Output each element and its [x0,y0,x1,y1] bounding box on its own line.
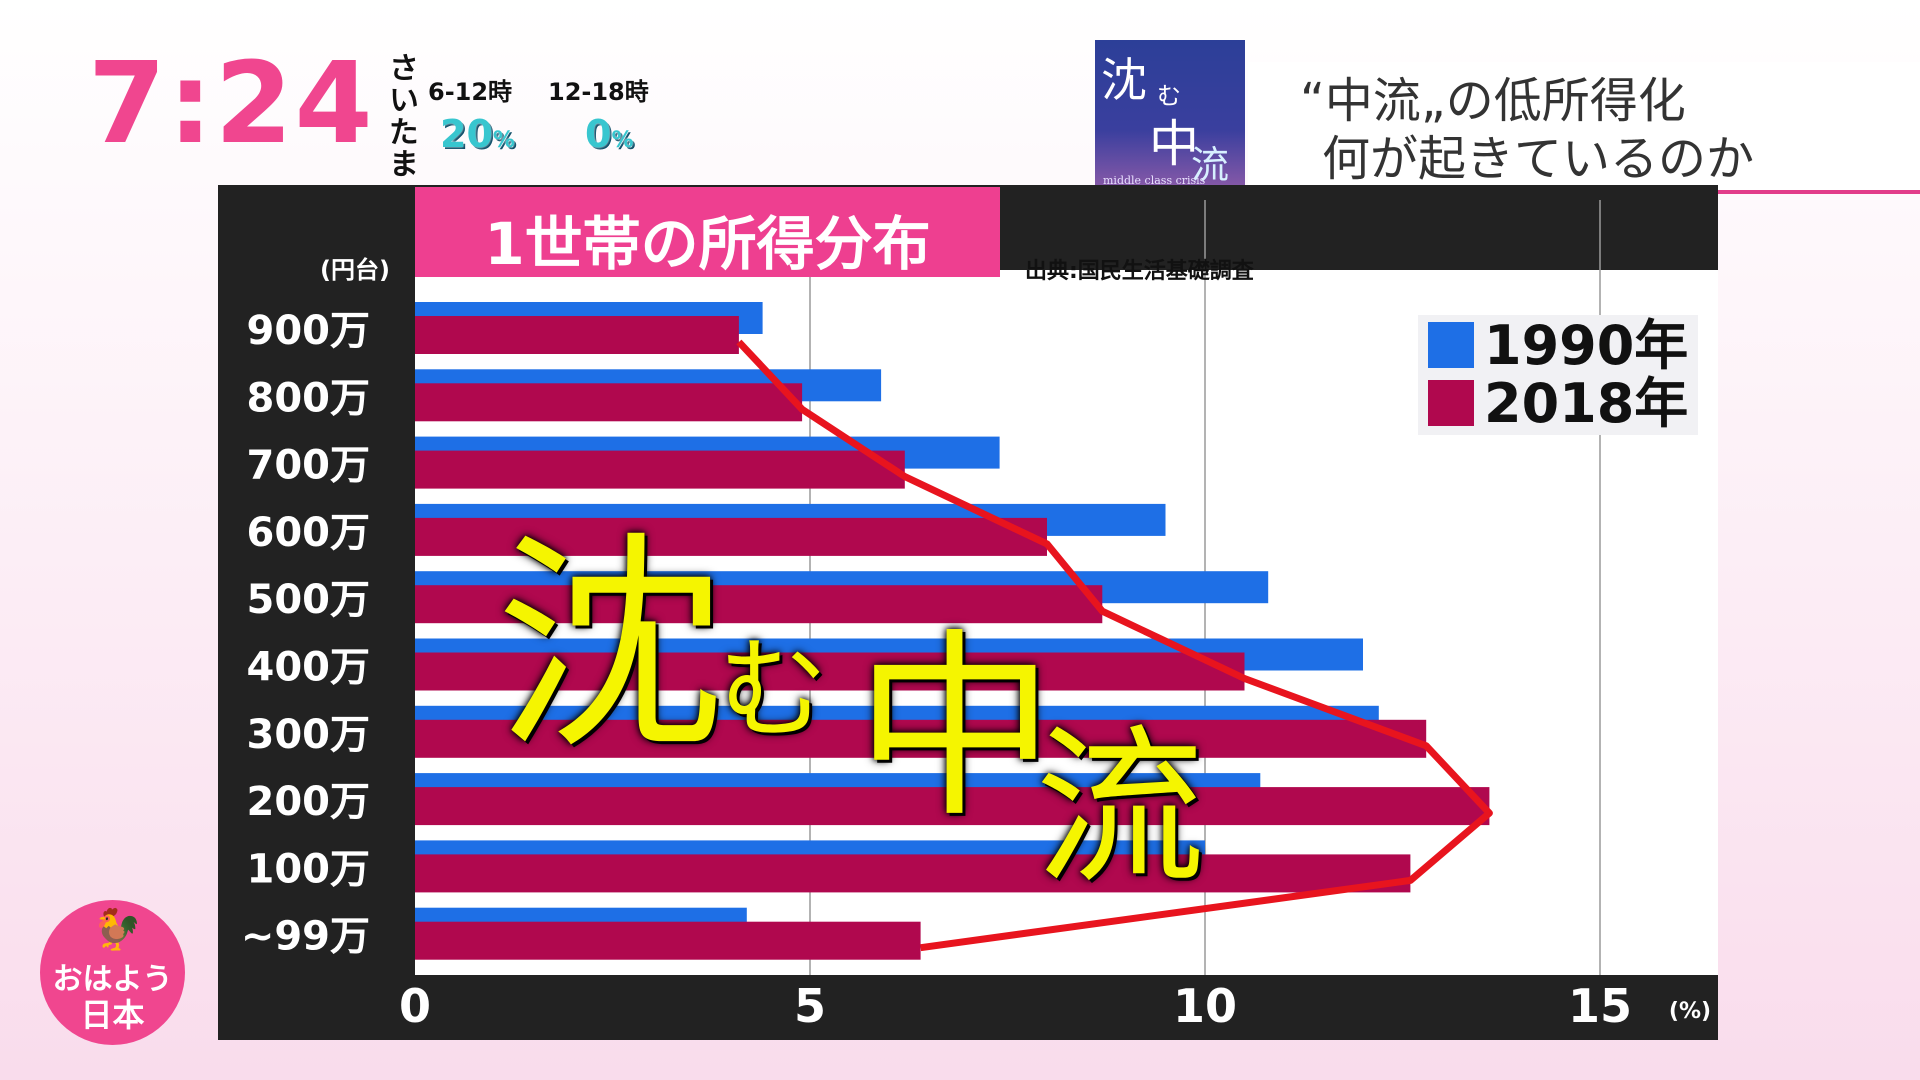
y-tick-label: 300万 [247,712,371,758]
clock: 7:24 [88,39,375,169]
rooster-icon: 🐓 [92,907,142,953]
headline-line-1: “中流„の低所得化 [1300,73,1686,129]
badge-char-4: 流 [1191,143,1230,187]
bar-2018 [415,854,1411,893]
legend-swatch [1428,380,1474,426]
bar-2018 [415,450,905,489]
y-tick-label: 500万 [247,577,371,623]
bar-2018 [415,787,1490,826]
x-tick-label: 0 [399,979,431,1033]
y-tick-label: 400万 [247,645,371,691]
y-axis-unit: (円台) [320,256,390,284]
bar-2018 [415,316,739,354]
overlay-char-class: 流 [1035,710,1206,908]
badge-char-3: 中 [1149,115,1199,173]
weather-rain-chance-afternoon: 0% [585,112,634,156]
bar-2018 [415,517,1047,556]
y-tick-label: 600万 [247,510,371,556]
rain-chance-value: 20 [440,112,493,156]
y-tick-label: 100万 [247,846,371,892]
rain-chance-unit: % [611,128,634,153]
x-tick-label: 10 [1173,979,1237,1033]
chart-title: 1世帯の所得分布 [484,210,931,278]
x-axis-unit: (%) [1669,999,1711,1024]
headline: “中流„の低所得化 何が起きているのか [1300,72,1754,188]
y-tick-label: 900万 [247,308,371,354]
rain-chance-unit: % [492,128,515,153]
bar-2018 [415,585,1103,624]
y-tick-label: 700万 [247,443,371,489]
x-tick-label: 5 [794,979,826,1033]
y-tick-label: ~99万 [241,914,370,960]
legend-swatch [1428,322,1474,368]
segment-badge: 沈 む 中 流 middle class crisis [1095,40,1245,190]
rain-chance-value: 0 [585,112,612,156]
y-tick-label: 800万 [247,375,371,421]
badge-subtitle: middle class crisis [1103,174,1206,187]
bar-2018 [415,652,1245,691]
overlay-char-mu: む [718,626,828,754]
y-tick-label: 200万 [247,779,371,825]
overlay-char-middle: 中 [855,612,1056,845]
logo-line-2: 日本 [80,996,145,1034]
weather-rain-chance-morning: 20% [440,112,515,156]
bar-2018 [415,719,1427,758]
trend-line-2018 [736,339,1493,952]
bar-2018 [415,383,803,422]
legend-label: 2018年 [1484,372,1688,435]
badge-char-1: 沈 [1101,53,1147,107]
legend-label: 1990年 [1484,314,1688,377]
chart-source: 出典:国民生活基礎調査 [1025,259,1254,284]
bar-2018 [415,921,921,960]
x-tick-label: 15 [1568,979,1632,1033]
overlay-char-sinking: 沈 [495,514,726,781]
badge-char-2: む [1157,82,1181,110]
chart-title-box: 1世帯の所得分布 [415,187,1000,278]
headline-line-2: 何が起きているのか [1322,131,1755,187]
logo-line-1: おはよう [52,962,173,997]
program-logo: 🐓 おはよう 日本 [40,900,185,1045]
weather-period-afternoon: 12-18時 [548,78,649,106]
weather-city: さいたま [383,52,418,180]
weather-period-morning: 6-12時 [428,78,513,106]
